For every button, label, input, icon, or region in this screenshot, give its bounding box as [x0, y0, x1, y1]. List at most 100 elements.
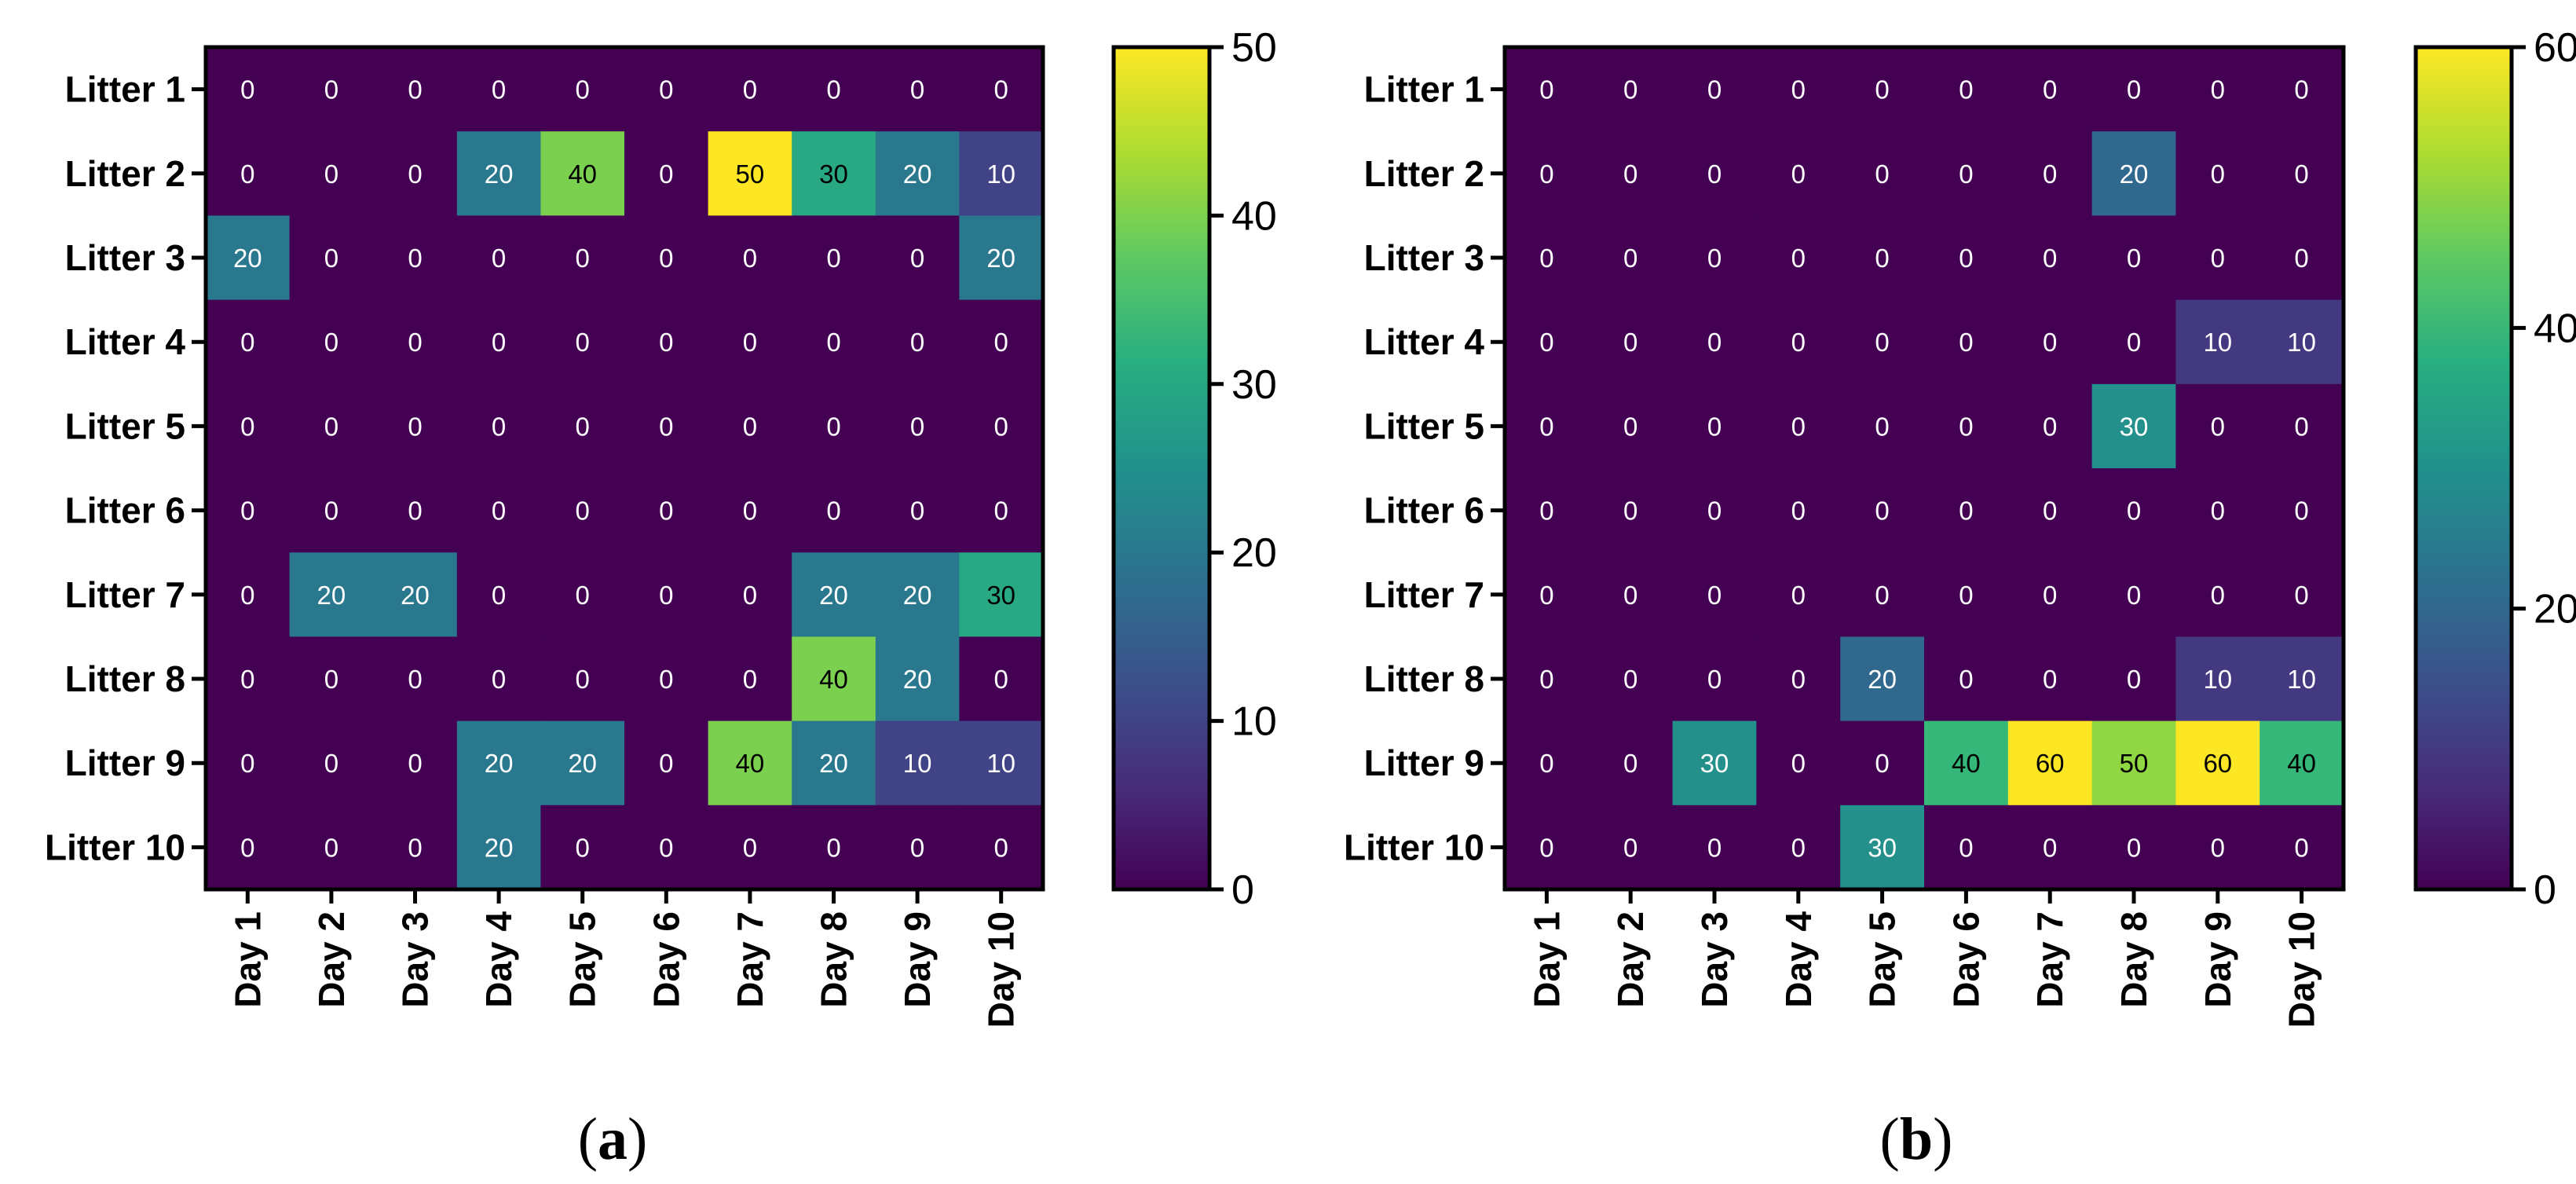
- panel-b-cell-value: 0: [1539, 581, 1553, 610]
- panel-a-heatmap-cell: [708, 468, 792, 553]
- panel-a-cell-value: 0: [324, 412, 338, 441]
- panel-a-heatmap-cell: [792, 805, 876, 890]
- panel-b-y-tick-label: Litter 7: [1364, 574, 1484, 615]
- panel-b-cell-value: 0: [1623, 749, 1637, 778]
- panel-b-cell-value: 0: [2127, 328, 2141, 357]
- panel-a-cell-value: 0: [324, 665, 338, 694]
- panel-a-cell-value: 0: [324, 328, 338, 357]
- panel-a-cell-value: 0: [576, 328, 590, 357]
- panel-a-cell-value: 0: [576, 244, 590, 273]
- panel-a-cell-value: 20: [485, 159, 514, 189]
- panel-a-cell-value: 0: [743, 328, 757, 357]
- panel-a-colorbar-tick-label: 10: [1231, 699, 1277, 745]
- panel-a-cell-value: 0: [240, 159, 254, 189]
- panel-b-heatmap-cell: [1756, 299, 1841, 385]
- panel-a-cell-value: 0: [826, 328, 840, 357]
- panel-a-cell-value: 0: [492, 497, 506, 526]
- panel-a-cell-value: 0: [994, 665, 1008, 694]
- panel-b-cell-value: 0: [1959, 833, 1973, 862]
- panel-b-heatmap-cell: [2091, 299, 2176, 385]
- panel-a-y-tick-label: Litter 8: [65, 658, 185, 699]
- panel-b-cell-value: 0: [2127, 75, 2141, 104]
- panel-b-cell-value: 30: [2120, 412, 2149, 441]
- panel-b-heatmap-cell: [2175, 383, 2260, 469]
- panel-a-heatmap-cell: [206, 131, 291, 216]
- panel-a-x-tick-label: Day 2: [311, 911, 352, 1008]
- panel-b-cell-value: 0: [2127, 581, 2141, 610]
- panel-a-colorbar-tick-label: 40: [1231, 193, 1277, 239]
- panel-b-cell-value: 0: [2294, 497, 2308, 526]
- panel-a-cell-value: 0: [408, 665, 422, 694]
- panel-b-cell-value: 0: [1791, 75, 1806, 104]
- panel-a-cell-value: 0: [659, 75, 673, 104]
- panel-a-heatmap-cell: [959, 215, 1044, 301]
- panel-b-cell-value: 30: [1868, 833, 1897, 862]
- panel-b-cell-value: 0: [2043, 244, 2057, 273]
- panel-a-cell-value: 0: [659, 412, 673, 441]
- panel-a-cell-value: 0: [743, 581, 757, 610]
- panel-b-heatmap-cell: [1756, 131, 1841, 216]
- panel-a-heatmap-cell: [373, 47, 458, 132]
- panel-b-cell-value: 0: [2043, 665, 2057, 694]
- panel-a-cell-value: 20: [401, 581, 430, 610]
- panel-b-heatmap-cell: [1924, 131, 2009, 216]
- panel-b-heatmap-cell: [1924, 468, 2009, 553]
- panel-a-y-tick-label: Litter 6: [65, 490, 185, 531]
- panel-b-cell-value: 0: [1539, 749, 1553, 778]
- panel-b-cell-value: 0: [1791, 328, 1806, 357]
- panel-b-cell-value: 0: [1791, 665, 1806, 694]
- panel-a-cell-value: 0: [910, 244, 924, 273]
- panel-b-heatmap-cell: [2007, 468, 2093, 553]
- panel-b-colorbar: [2413, 45, 2514, 892]
- panel-a-x-tick-label: Day 10: [981, 911, 1022, 1028]
- panel-a-x-tick-label: Day 4: [478, 911, 519, 1008]
- panel-b-heatmap-cell: [1505, 299, 1590, 385]
- panel-a-cell-value: 0: [492, 244, 506, 273]
- panel-a-cell-value: 0: [240, 833, 254, 862]
- panel-a-cell-value: 0: [826, 833, 840, 862]
- panel-b-heatmap-cell: [1588, 805, 1674, 890]
- panel-b-cell-value: 0: [1707, 328, 1722, 357]
- panel-b-heatmap-cell: [2007, 720, 2093, 806]
- panel-b-heatmap-cell: [1756, 636, 1841, 722]
- panel-a-heatmap-cell: [373, 552, 458, 637]
- panel-a-heatmap-cell: [792, 131, 876, 216]
- panel-a-heatmap-cell: [708, 720, 792, 806]
- panel-a-cell-value: 40: [819, 665, 848, 694]
- panel-b-heatmap-cell: [1672, 636, 1757, 722]
- panel-a-heatmap-cell: [875, 552, 960, 637]
- panel-b-cell-value: 0: [1707, 497, 1722, 526]
- panel-b-cell-value: 40: [2287, 749, 2316, 778]
- panel-a-heatmap-cell: [540, 131, 625, 216]
- panel-a-y-tick-label: Litter 3: [65, 237, 185, 278]
- panel-b-x-tick-label: Day 1: [1526, 911, 1567, 1008]
- panel-b-cell-value: 0: [1623, 244, 1637, 273]
- panel-a-heatmap-cell: [373, 383, 458, 469]
- panel-b-heatmap-cell: [1840, 383, 1925, 469]
- panel-b-cell-value: 0: [1539, 159, 1553, 189]
- panel-a-cell-value: 0: [659, 497, 673, 526]
- panel-a-cell-value: 0: [324, 497, 338, 526]
- panel-a-cell-value: 0: [994, 328, 1008, 357]
- panel-b-y-tick-label: Litter 8: [1364, 658, 1484, 699]
- panel-a-heatmap-cell: [289, 383, 374, 469]
- panel-a-cell-value: 0: [743, 497, 757, 526]
- panel-b-heatmap-cell: [2091, 636, 2176, 722]
- panel-a-heatmap-cell: [875, 131, 960, 216]
- panel-a-heatmap-cell: [206, 552, 291, 637]
- panel-a-y-tick-label: Litter 1: [65, 69, 185, 110]
- panel-b-cell-value: 0: [1875, 581, 1889, 610]
- panel-b-heatmap-cell: [2007, 299, 2093, 385]
- panel-b-plot-frame: [1502, 45, 2346, 892]
- panel-b-cell-value: 50: [2120, 749, 2149, 778]
- panel-a-cell-value: 0: [324, 159, 338, 189]
- panel-a-heatmap-cell: [792, 215, 876, 301]
- panel-a-cell-value: 0: [492, 581, 506, 610]
- panel-a-cell-value: 10: [903, 749, 932, 778]
- panel-a-heatmap-cell: [289, 552, 374, 637]
- panel-b-heatmap-cell: [2259, 552, 2344, 637]
- panel-a-heatmap-cell: [456, 131, 541, 216]
- panel-b-cell-value: 0: [1791, 581, 1806, 610]
- panel-a-cell-value: 0: [743, 244, 757, 273]
- panel-a-cell-value: 20: [568, 749, 597, 778]
